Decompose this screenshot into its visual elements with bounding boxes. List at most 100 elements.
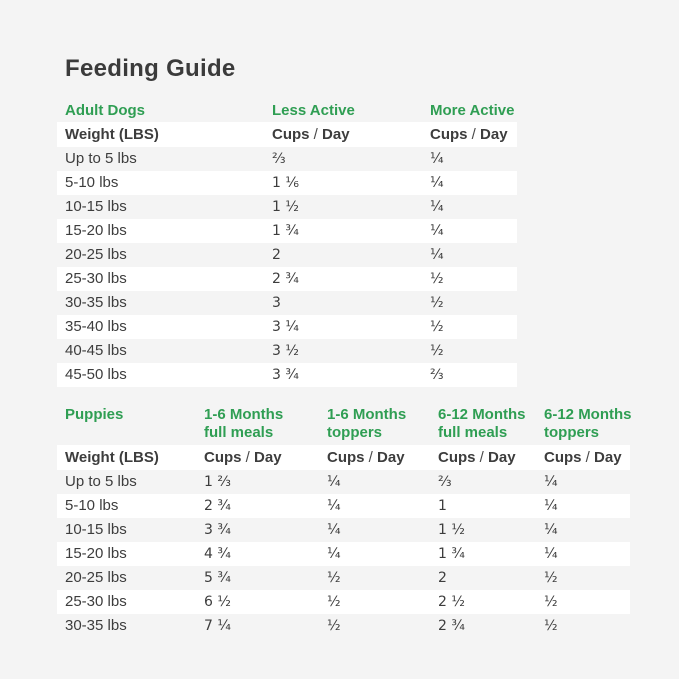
table-row: 15-20 lbs 1 ¾ ¼ [57,219,517,243]
cups-value-cell: 3 ¾ [204,522,231,538]
column-header-1-6-full-meals: 1-6 Months full meals [204,406,284,441]
cups-value-cell: 2 ¾ [272,271,299,287]
cups-value-cell: ½ [327,618,341,634]
cups-value-cell: 2 [272,247,281,263]
cups-value-cell: 1 ¾ [438,546,465,562]
cups-value-cell: 3 ½ [272,343,299,359]
weight-cell: 5-10 lbs [65,174,119,191]
weight-cell: 5-10 lbs [65,497,119,514]
cups-value-cell: 1 ⅔ [204,474,231,490]
table-row: 30-35 lbs 7 ¼ ½ 2 ¾ ½ [57,614,630,638]
weight-cell: 15-20 lbs [65,222,127,239]
puppies-section-header-row: Puppies 1-6 Months full meals 1-6 Months… [57,405,632,445]
weight-header: Weight (LBS) [65,449,159,466]
puppies-table-header-row: Weight (LBS) Cups / Day Cups / Day Cups … [57,445,630,470]
cups-value-cell: 1 ½ [272,199,299,215]
column-header-more-active: More Active [430,102,515,119]
table-row: Up to 5 lbs 1 ⅔ ¼ ⅔ ¼ [57,470,630,494]
cups-value-cell: ¼ [327,498,341,514]
section-label-adult-dogs: Adult Dogs [65,102,145,119]
cups-value-cell: 3 ¾ [272,367,299,383]
column-header-less-active: Less Active [272,102,355,119]
column-header-1-6-toppers: 1-6 Months toppers [327,406,407,441]
cups-value-cell: ¼ [430,151,444,167]
cups-value-cell: 2 ½ [438,594,465,610]
cups-per-day-header: Cups / Day [204,449,282,466]
cups-value-cell: ½ [544,594,558,610]
table-row: 25-30 lbs 6 ½ ½ 2 ½ ½ [57,590,630,614]
table-row: 20-25 lbs 2 ¼ [57,243,517,267]
cups-value-cell: ¼ [430,247,444,263]
table-row: 30-35 lbs 3 ½ [57,291,517,315]
cups-value-cell: ⅔ [272,151,286,167]
section-label-puppies: Puppies [65,406,124,423]
weight-header: Weight (LBS) [65,126,159,143]
cups-value-cell: 6 ½ [204,594,231,610]
weight-cell: 45-50 lbs [65,366,127,383]
cups-value-cell: ¼ [430,175,444,191]
table-row: 45-50 lbs 3 ¾ ⅔ [57,363,517,387]
weight-cell: 20-25 lbs [65,246,127,263]
cups-value-cell: 4 ¾ [204,546,231,562]
table-row: 15-20 lbs 4 ¾ ¼ 1 ¾ ¼ [57,542,630,566]
weight-cell: Up to 5 lbs [65,150,137,167]
cups-value-cell: 1 ½ [438,522,465,538]
cups-value-cell: ½ [430,319,444,335]
weight-cell: 20-25 lbs [65,569,127,586]
adult-table-header-row: Weight (LBS) Cups / Day Cups / Day [57,122,517,147]
table-row: 20-25 lbs 5 ¾ ½ 2 ½ [57,566,630,590]
cups-value-cell: ½ [430,271,444,287]
cups-value-cell: ¼ [327,522,341,538]
table-row: 10-15 lbs 3 ¾ ¼ 1 ½ ¼ [57,518,630,542]
cups-value-cell: ½ [327,570,341,586]
page-title: Feeding Guide [65,55,236,82]
cups-value-cell: ¼ [544,498,558,514]
weight-cell: 10-15 lbs [65,521,127,538]
weight-cell: 30-35 lbs [65,294,127,311]
cups-value-cell: 3 ¼ [272,319,299,335]
column-header-6-12-toppers: 6-12 Months toppers [544,406,632,441]
weight-cell: 15-20 lbs [65,545,127,562]
cups-value-cell: ½ [544,618,558,634]
weight-cell: 30-35 lbs [65,617,127,634]
table-row: 5-10 lbs 1 ⅙ ¼ [57,171,517,195]
cups-value-cell: 7 ¼ [204,618,231,634]
table-row: 35-40 lbs 3 ¼ ½ [57,315,517,339]
cups-value-cell: ¼ [430,223,444,239]
cups-value-cell: ½ [430,295,444,311]
table-row: 10-15 lbs 1 ½ ¼ [57,195,517,219]
cups-per-day-header: Cups / Day [544,449,622,466]
table-row: 5-10 lbs 2 ¾ ¼ 1 ¼ [57,494,630,518]
cups-value-cell: ⅔ [438,474,452,490]
table-row: 40-45 lbs 3 ½ ½ [57,339,517,363]
cups-value-cell: 2 ¾ [438,618,465,634]
cups-per-day-header: Cups / Day [438,449,516,466]
cups-value-cell: ⅔ [430,367,444,383]
cups-value-cell: 1 [438,498,447,514]
cups-value-cell: ¼ [544,474,558,490]
adult-table-rows: Up to 5 lbs ⅔ ¼ 5-10 lbs 1 ⅙ ¼ 10-15 lbs 1 ½ ¼ 15… [57,147,517,387]
weight-cell: 40-45 lbs [65,342,127,359]
adult-dogs-table: Adult Dogs Less Active More Active Weigh… [57,100,517,387]
cups-value-cell: ½ [327,594,341,610]
cups-per-day-header: Cups / Day [327,449,405,466]
weight-cell: 10-15 lbs [65,198,127,215]
weight-cell: 25-30 lbs [65,593,127,610]
weight-cell: 35-40 lbs [65,318,127,335]
cups-value-cell: 3 [272,295,281,311]
cups-value-cell: 2 [438,570,447,586]
cups-value-cell: ¼ [430,199,444,215]
cups-value-cell: ¼ [327,546,341,562]
table-row: Up to 5 lbs ⅔ ¼ [57,147,517,171]
cups-value-cell: 5 ¾ [204,570,231,586]
puppies-table-rows: Up to 5 lbs 1 ⅔ ¼ ⅔ ¼ 5-10 lbs 2 ¾ ¼ 1 ¼ 10-15 lbs… [57,470,630,638]
puppies-table: Puppies 1-6 Months full meals 1-6 Months… [57,405,632,638]
weight-cell: Up to 5 lbs [65,473,137,490]
column-header-6-12-full-meals: 6-12 Months full meals [438,406,526,441]
cups-value-cell: ¼ [544,546,558,562]
cups-value-cell: ½ [430,343,444,359]
table-row: 25-30 lbs 2 ¾ ½ [57,267,517,291]
cups-per-day-header: Cups / Day [430,126,508,143]
cups-value-cell: ¼ [327,474,341,490]
